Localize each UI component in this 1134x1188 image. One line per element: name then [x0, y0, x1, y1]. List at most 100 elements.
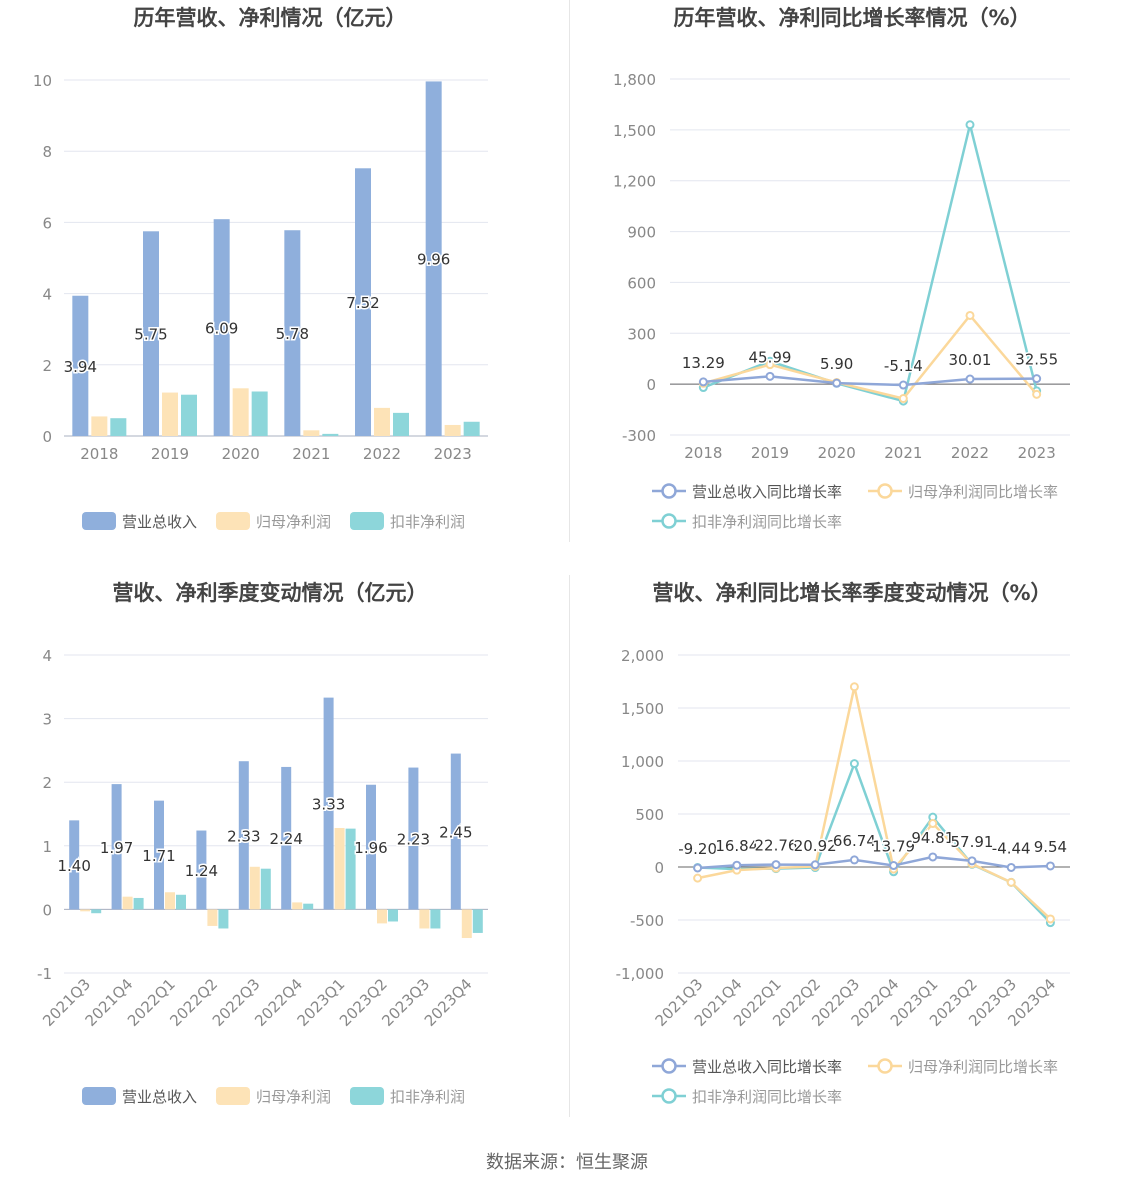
legend-label: 归母净利润 [256, 1088, 331, 1106]
data-label: 9.54 [1034, 838, 1067, 856]
chart-svg: 历年营收、净利同比增长率情况（%） -300 0 300 600 900 1,200 1,50… [613, 6, 1070, 531]
data-label: 94.81 [911, 829, 954, 847]
legend-swatch [216, 512, 250, 530]
bar [284, 230, 301, 436]
bar [366, 784, 376, 910]
bar [91, 909, 102, 914]
bar [165, 892, 175, 910]
legend-swatch [350, 512, 384, 530]
bar [110, 418, 127, 436]
bar [303, 903, 314, 910]
series-point [693, 873, 703, 883]
y-tick-label: 300 [627, 325, 656, 343]
bar [143, 231, 159, 436]
x-tick-label: 2021 [884, 444, 922, 462]
data-label: 45.99 [749, 348, 792, 366]
legend-label: 归母净利润 [256, 513, 331, 531]
y-tick-label: 0 [654, 859, 664, 877]
annual-revenue-profit-chart: 历年营收、净利情况（亿元） 0 2 4 6 8 10 2018 2019 2020 2021 2022… [0, 0, 569, 545]
bar [111, 784, 122, 910]
series-point [1045, 914, 1055, 924]
legend-label: 营业总收入 [122, 1088, 197, 1106]
chart-title: 营收、净利同比增长率季度变动情况（%） [652, 581, 1051, 605]
x-tick-label: 2023Q4 [421, 975, 476, 1030]
series-point [810, 860, 820, 870]
data-label: 3.33 [312, 796, 345, 814]
y-tick-label: 1,000 [621, 753, 664, 771]
x-tick-label: 2019 [151, 445, 189, 463]
data-label: 1.97 [100, 839, 133, 857]
chart-title: 历年营收、净利情况（亿元） [134, 6, 407, 30]
panel-divider-top [569, 0, 570, 542]
series-point [1006, 862, 1016, 872]
bar [463, 421, 480, 436]
x-tick-label: 2023 [1018, 444, 1056, 462]
bar [80, 909, 91, 912]
bar [122, 896, 133, 910]
data-label: 9.96 [417, 251, 450, 269]
bar [388, 909, 398, 922]
y-tick-label: -300 [622, 427, 656, 445]
data-label: 66.74 [833, 832, 876, 850]
series-point [765, 371, 775, 381]
data-label: -9.20 [678, 840, 717, 858]
y-tick-label: 4 [42, 286, 52, 304]
bar [213, 219, 230, 436]
legend-label: 扣非净利润同比增长率 [692, 1088, 842, 1106]
legend-marker [661, 1058, 677, 1074]
data-label: 1.96 [354, 839, 387, 857]
legend-label: 营业总收入同比增长率 [692, 483, 842, 501]
data-label: 7.52 [346, 294, 379, 312]
chart-title: 历年营收、净利同比增长率情况（%） [673, 6, 1030, 30]
x-tick-label: 2023 [434, 445, 472, 463]
x-tick-label: 2020 [222, 445, 260, 463]
x-tick-label: 2019 [751, 444, 789, 462]
legend-marker [661, 483, 677, 499]
bar [281, 766, 292, 910]
series-point [1032, 389, 1042, 399]
y-tick-label: -500 [630, 912, 664, 930]
y-tick-label: 1,800 [613, 71, 656, 89]
bar [322, 433, 339, 436]
x-tick-label: 2018 [684, 444, 722, 462]
bar [292, 902, 303, 910]
legend-swatch [216, 1087, 250, 1105]
series-line [697, 855, 1051, 870]
bar [232, 388, 249, 436]
legend-marker [661, 513, 677, 529]
x-tick-label: 2021 [292, 445, 330, 463]
legend-swatch [82, 512, 116, 530]
y-tick-label: 6 [42, 214, 52, 232]
series-point [898, 394, 908, 404]
series-point [1006, 877, 1016, 887]
y-tick-label: 2,000 [621, 647, 664, 665]
y-tick-label: 500 [635, 806, 664, 824]
data-label: 13.79 [872, 838, 915, 856]
series-point [849, 759, 859, 769]
x-tick-label: 2022 [363, 445, 401, 463]
data-source-note: 数据来源：恒生聚源 [486, 1152, 648, 1173]
chart-title: 营收、净利季度变动情况（亿元） [113, 581, 428, 605]
legend-label: 扣非净利润 [390, 513, 465, 531]
bar [176, 894, 186, 910]
y-tick-label: -1,000 [616, 965, 664, 983]
y-tick-label: 1,200 [613, 173, 656, 191]
bar [408, 767, 419, 910]
series-point [1032, 374, 1042, 384]
y-tick-label: 4 [42, 647, 52, 665]
legend-label: 扣非净利润同比增长率 [692, 513, 842, 531]
bar [196, 830, 207, 910]
legend-label: 扣非净利润 [390, 1088, 465, 1106]
x-tick-label: 2022 [951, 444, 989, 462]
y-tick-label: 2 [42, 357, 52, 375]
legend-marker [877, 1058, 893, 1074]
bar [419, 909, 430, 929]
y-tick-label: -1 [37, 965, 52, 983]
series-line [702, 124, 1038, 403]
data-label: 2.24 [269, 830, 302, 848]
series-point [928, 819, 938, 829]
chart-svg: 营收、净利季度变动情况（亿元）-1012342021Q32021Q42022Q1… [37, 581, 488, 1106]
series-line [703, 375, 1037, 387]
series-point [698, 377, 708, 387]
legend-label: 归母净利润同比增长率 [908, 483, 1058, 501]
